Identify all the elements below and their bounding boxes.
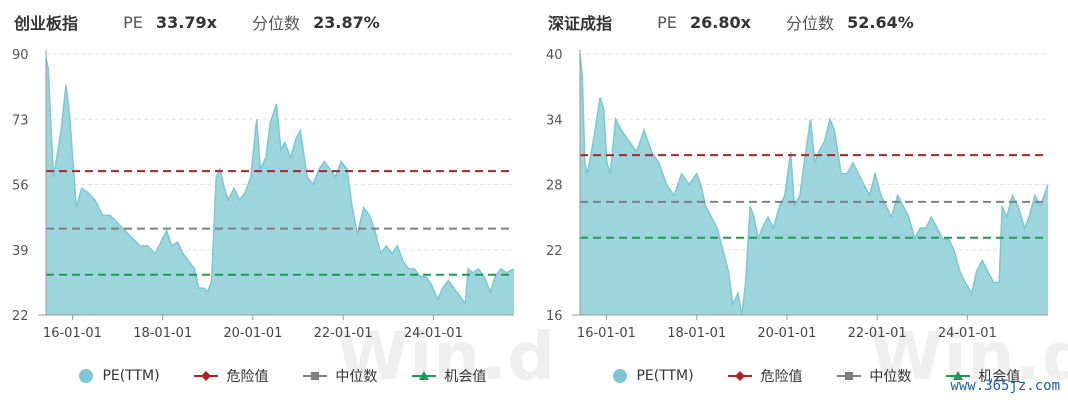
legend-item-opportunity[interactable]: 机会值	[411, 366, 487, 386]
x-tick-label: 24-01-01	[404, 326, 463, 341]
legend-label-opportunity: 机会值	[444, 369, 487, 385]
percentile-value: 23.87%	[313, 12, 380, 32]
pe-area	[46, 57, 514, 316]
legend-label-opportunity: 机会值	[978, 369, 1021, 385]
triangle-line-icon	[411, 371, 436, 380]
y-tick-label: 56	[12, 179, 29, 194]
legend-item-median[interactable]: 中位数	[836, 366, 912, 386]
index-title: 深证成指	[548, 14, 613, 33]
pe-area	[580, 54, 1048, 315]
pe-line	[579, 53, 1049, 316]
y-tick-label: 40	[546, 48, 563, 63]
legend-item-median[interactable]: 中位数	[302, 366, 378, 386]
legend-item-danger[interactable]: 危险值	[728, 366, 803, 386]
x-tick-label: 16-01-01	[43, 326, 102, 341]
y-tick-label: 28	[546, 179, 563, 194]
pe-line	[45, 57, 515, 306]
legend-label-median: 中位数	[335, 369, 378, 385]
legend-item-pe[interactable]: PE(TTM)	[78, 368, 160, 384]
legend-item-pe[interactable]: PE(TTM)	[612, 368, 694, 384]
x-tick-label: 22-01-01	[848, 326, 907, 341]
x-tick-label: 20-01-01	[223, 326, 282, 341]
x-tick-label: 18-01-01	[133, 326, 192, 341]
y-tick-label: 34	[546, 113, 563, 128]
y-tick-label: 73	[12, 113, 29, 128]
x-tick-label: 18-01-01	[667, 326, 726, 341]
legend: PE(TTM) 危险值 中位数 机会值	[78, 366, 516, 388]
legend-label-danger: 危险值	[760, 369, 803, 385]
legend-item-opportunity[interactable]: 机会值	[945, 366, 1021, 386]
legend-label-pe: PE(TTM)	[102, 368, 160, 384]
circle-icon	[613, 369, 627, 383]
index-title: 创业板指	[14, 14, 79, 33]
legend-label-danger: 危险值	[226, 369, 269, 385]
y-tick-label: 90	[12, 48, 29, 63]
legend-item-danger[interactable]: 危险值	[194, 366, 269, 386]
pe-chart-chinext: 90 73 56 39 22 16-01-01 18-01-01 20-01-01 22-01-…	[12, 48, 515, 341]
circle-icon	[79, 369, 93, 383]
square-line-icon	[836, 372, 861, 380]
square-line-icon	[302, 372, 327, 380]
pe-value: 26.80x	[689, 12, 751, 32]
panel-szse-component: 深证成指 PE 26.80x 分位数 52.64% Win.d 40 34 28 22…	[534, 0, 1068, 400]
watermark: Win.d	[336, 318, 556, 395]
site-watermark: www.365jz.com	[950, 378, 1060, 394]
legend: PE(TTM) 危险值 中位数 机会值	[612, 366, 1050, 388]
diamond-line-icon	[728, 371, 753, 381]
legend-label-pe: PE(TTM)	[636, 368, 694, 384]
pe-label: PE	[657, 12, 677, 32]
percentile-label: 分位数	[786, 14, 835, 33]
diamond-line-icon	[194, 371, 219, 381]
pe-value: 33.79x	[155, 12, 217, 32]
x-tick-label: 24-01-01	[938, 326, 997, 341]
legend-label-median: 中位数	[869, 369, 912, 385]
panel-chinext: 创业板指 PE 33.79x 分位数 23.87% Win.d 90 73 56 39…	[12, 10, 555, 396]
y-tick-label: 16	[546, 309, 563, 324]
pe-label: PE	[123, 12, 143, 32]
watermark: Win.d	[870, 318, 1068, 395]
y-tick-label: 39	[12, 244, 29, 259]
triangle-line-icon	[945, 371, 970, 380]
panel-header: 深证成指 PE 26.80x 分位数 52.64%	[548, 10, 944, 34]
x-tick-label: 22-01-01	[314, 326, 373, 341]
percentile-label: 分位数	[252, 14, 301, 33]
percentile-value: 52.64%	[847, 12, 914, 32]
pe-chart-szse: 40 34 28 22 16 16-01-01 18-01-01 20-01-01 22-01-…	[546, 48, 1049, 341]
x-tick-label: 20-01-01	[757, 326, 816, 341]
y-tick-label: 22	[12, 309, 29, 324]
panel-header: 创业板指 PE 33.79x 分位数 23.87%	[14, 10, 410, 34]
x-tick-label: 16-01-01	[577, 326, 636, 341]
y-tick-label: 22	[546, 244, 563, 259]
